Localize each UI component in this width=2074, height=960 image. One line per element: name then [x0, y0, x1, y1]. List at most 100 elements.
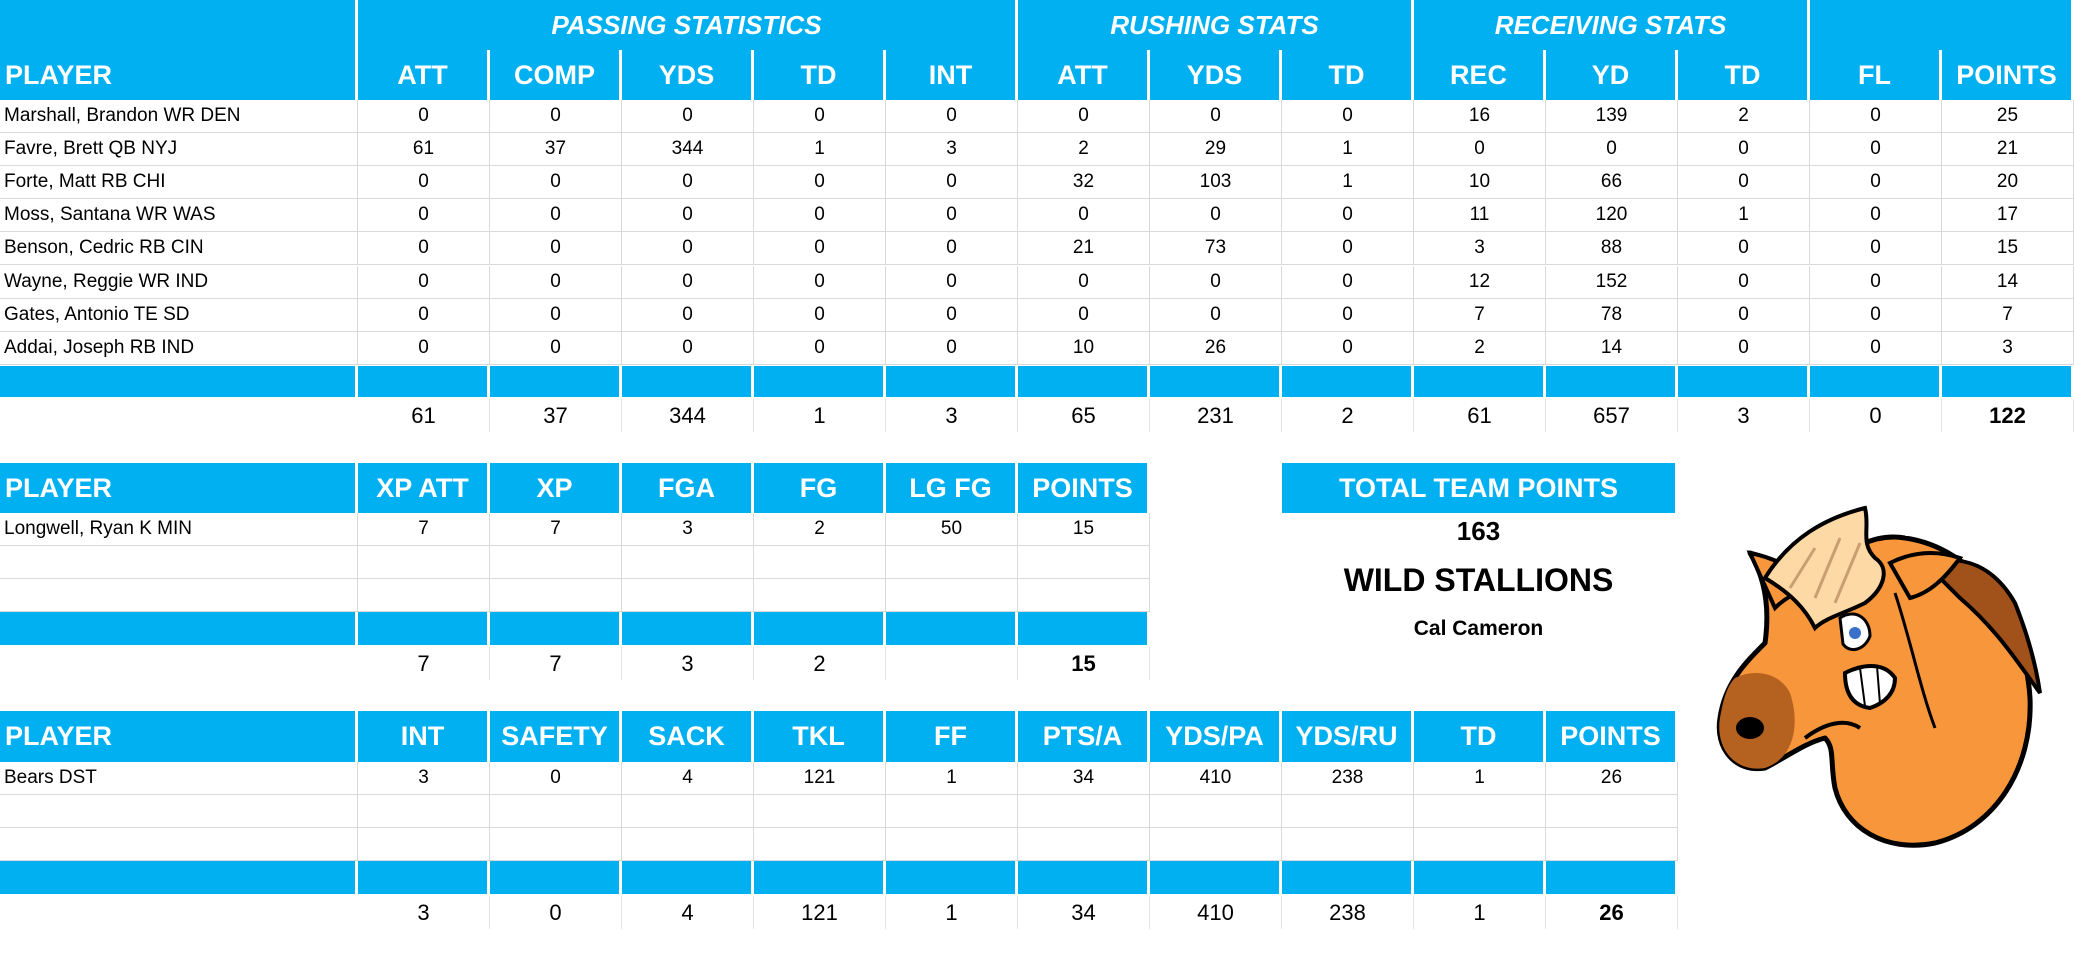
stat-cell[interactable]: 21 — [1018, 232, 1150, 266]
stat-cell[interactable]: 0 — [1282, 298, 1414, 332]
stat-cell[interactable]: 7 — [490, 513, 622, 546]
stat-cell[interactable]: 0 — [358, 166, 490, 200]
stat-cell[interactable]: 0 — [1018, 298, 1150, 332]
stat-cell[interactable]: 0 — [622, 166, 754, 200]
stat-cell[interactable]: 0 — [358, 199, 490, 233]
column-header-comp[interactable]: COMP — [514, 59, 595, 90]
stat-cell[interactable]: 2 — [1678, 100, 1810, 133]
stat-cell[interactable]: 12 — [1414, 265, 1546, 299]
stat-cell[interactable]: 0 — [490, 298, 622, 332]
stat-cell[interactable]: 7 — [358, 513, 490, 546]
stat-cell[interactable]: 0 — [1810, 331, 1942, 365]
stat-cell[interactable]: 0 — [754, 331, 886, 365]
stat-cell[interactable]: 103 — [1150, 166, 1282, 200]
player-name-cell[interactable]: Bears DST — [0, 762, 358, 795]
stat-cell[interactable] — [358, 546, 490, 579]
stat-cell[interactable]: 0 — [622, 298, 754, 332]
column-header-rec[interactable]: REC — [1449, 59, 1507, 90]
stat-cell[interactable]: 0 — [1282, 331, 1414, 365]
stat-cell[interactable]: 50 — [886, 513, 1018, 546]
player-name-cell[interactable]: Moss, Santana WR WAS — [0, 199, 358, 233]
stat-cell[interactable]: 0 — [490, 199, 622, 233]
stat-cell[interactable]: 32 — [1018, 166, 1150, 200]
stat-cell[interactable]: 0 — [886, 199, 1018, 233]
stat-cell[interactable]: 0 — [622, 331, 754, 365]
stat-cell[interactable]: 1 — [1678, 199, 1810, 233]
stat-cell[interactable] — [1546, 795, 1678, 828]
stat-cell[interactable]: 7 — [1942, 298, 2074, 332]
stat-cell[interactable]: 0 — [754, 298, 886, 332]
stat-cell[interactable]: 120 — [1546, 199, 1678, 233]
stat-cell[interactable]: 0 — [1810, 100, 1942, 133]
stat-cell[interactable]: 3 — [1942, 331, 2074, 365]
stat-cell[interactable]: 0 — [622, 232, 754, 266]
stat-cell[interactable]: 0 — [1150, 298, 1282, 332]
stat-cell[interactable]: 0 — [622, 100, 754, 133]
stat-cell[interactable]: 7 — [1414, 298, 1546, 332]
stat-cell[interactable]: 0 — [1810, 265, 1942, 299]
stat-cell[interactable]: 0 — [754, 265, 886, 299]
stat-cell[interactable] — [1018, 579, 1150, 612]
column-header-int[interactable]: INT — [358, 711, 487, 762]
column-header-points[interactable]: POINTS — [1956, 59, 2057, 90]
column-header-int[interactable]: INT — [928, 59, 973, 90]
stat-cell[interactable]: 344 — [622, 133, 754, 167]
stat-cell[interactable]: 0 — [358, 232, 490, 266]
stat-cell[interactable]: 0 — [1414, 133, 1546, 167]
stat-cell[interactable]: 0 — [1678, 331, 1810, 365]
stat-cell[interactable]: 410 — [1150, 762, 1282, 795]
column-header-td[interactable]: TD — [1328, 59, 1365, 90]
stat-cell[interactable] — [1150, 828, 1282, 861]
stat-cell[interactable]: 1 — [886, 762, 1018, 795]
column-header-player[interactable]: PLAYER — [0, 463, 355, 513]
stat-cell[interactable]: 0 — [490, 232, 622, 266]
stat-cell[interactable]: 88 — [1546, 232, 1678, 266]
column-header-points[interactable]: POINTS — [1018, 463, 1147, 513]
stat-cell[interactable]: 34 — [1018, 762, 1150, 795]
stat-cell[interactable] — [1282, 828, 1414, 861]
column-header-yds[interactable]: YDS — [1186, 59, 1243, 90]
player-name-cell[interactable]: Forte, Matt RB CHI — [0, 166, 358, 200]
stat-cell[interactable]: 14 — [1546, 331, 1678, 365]
stat-cell[interactable]: 0 — [1018, 100, 1150, 133]
stat-cell[interactable]: 11 — [1414, 199, 1546, 233]
stat-cell[interactable] — [754, 795, 886, 828]
stat-cell[interactable] — [358, 828, 490, 861]
column-header-att[interactable]: ATT — [397, 59, 448, 90]
stat-cell[interactable]: 0 — [886, 331, 1018, 365]
stat-cell[interactable] — [1546, 828, 1678, 861]
stat-cell[interactable]: 29 — [1150, 133, 1282, 167]
column-header-ff[interactable]: FF — [886, 711, 1015, 762]
stat-cell[interactable]: 0 — [1282, 100, 1414, 133]
stat-cell[interactable]: 0 — [886, 166, 1018, 200]
stat-cell[interactable] — [1018, 546, 1150, 579]
player-name-cell[interactable]: Favre, Brett QB NYJ — [0, 133, 358, 167]
stat-cell[interactable] — [358, 579, 490, 612]
column-header-points[interactable]: POINTS — [1546, 711, 1675, 762]
stat-cell[interactable]: 26 — [1150, 331, 1282, 365]
stat-cell[interactable]: 0 — [754, 100, 886, 133]
stat-cell[interactable]: 2 — [754, 513, 886, 546]
stat-cell[interactable]: 0 — [358, 100, 490, 133]
player-name-cell[interactable]: Addai, Joseph RB IND — [0, 331, 358, 365]
stat-cell[interactable] — [1018, 828, 1150, 861]
stat-cell[interactable]: 0 — [1546, 133, 1678, 167]
stat-cell[interactable]: 0 — [358, 298, 490, 332]
stat-cell[interactable]: 16 — [1414, 100, 1546, 133]
stat-cell[interactable]: 0 — [490, 166, 622, 200]
stat-cell[interactable]: 0 — [358, 331, 490, 365]
stat-cell[interactable]: 0 — [754, 199, 886, 233]
stat-cell[interactable]: 1 — [1282, 166, 1414, 200]
stat-cell[interactable]: 0 — [1810, 298, 1942, 332]
column-header-yd[interactable]: YD — [1591, 59, 1630, 90]
stat-cell[interactable]: 0 — [1810, 199, 1942, 233]
stat-cell[interactable]: 0 — [1282, 265, 1414, 299]
player-name-cell[interactable]: Benson, Cedric RB CIN — [0, 232, 358, 266]
player-name-cell[interactable] — [0, 828, 358, 861]
stat-cell[interactable]: 139 — [1546, 100, 1678, 133]
stat-cell[interactable]: 37 — [490, 133, 622, 167]
stat-cell[interactable]: 0 — [1018, 265, 1150, 299]
stat-cell[interactable]: 17 — [1942, 199, 2074, 233]
column-header-sack[interactable]: SACK — [622, 711, 751, 762]
stat-cell[interactable]: 1 — [754, 133, 886, 167]
